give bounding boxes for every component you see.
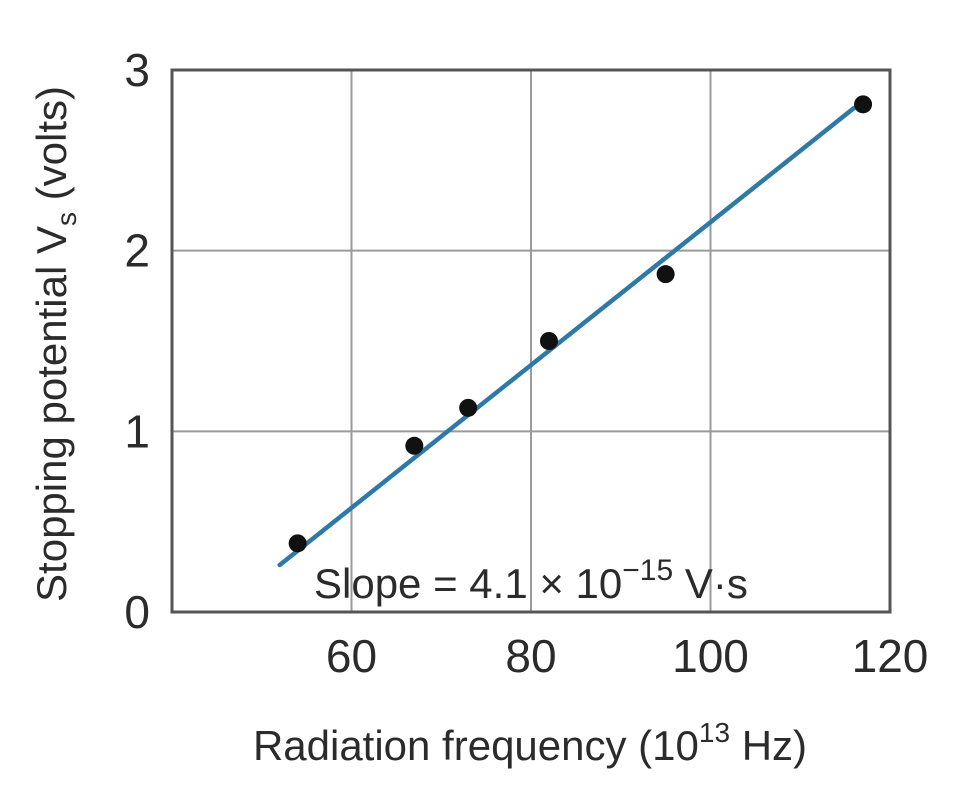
slope-annotation: Slope = 4.1 × 10−15 V·s bbox=[314, 554, 748, 607]
x-tick-labels: 60 80 100 120 bbox=[326, 630, 928, 682]
y-tick-label: 0 bbox=[124, 586, 150, 638]
y-tick-label: 2 bbox=[124, 225, 150, 277]
data-points bbox=[288, 95, 873, 553]
x-tick-label: 60 bbox=[326, 630, 377, 682]
fit-line bbox=[277, 105, 857, 568]
x-tick-label: 120 bbox=[852, 630, 929, 682]
x-tick-label: 80 bbox=[505, 630, 556, 682]
data-point bbox=[405, 436, 424, 455]
data-point bbox=[288, 534, 307, 553]
y-tick-labels: 0 1 2 3 bbox=[124, 44, 150, 638]
data-point bbox=[459, 398, 478, 417]
data-point bbox=[656, 265, 675, 284]
x-axis-label: Radiation frequency (1013 Hz) bbox=[253, 717, 807, 769]
y-tick-label: 3 bbox=[124, 44, 150, 96]
data-point bbox=[539, 332, 558, 350]
grid bbox=[172, 70, 890, 612]
plot-frame bbox=[170, 68, 892, 614]
y-axis-label: Stopping potential Vs (volts) bbox=[28, 86, 82, 602]
data-point bbox=[854, 95, 873, 114]
x-tick-label: 100 bbox=[672, 630, 749, 682]
y-tick-label: 1 bbox=[124, 405, 150, 457]
